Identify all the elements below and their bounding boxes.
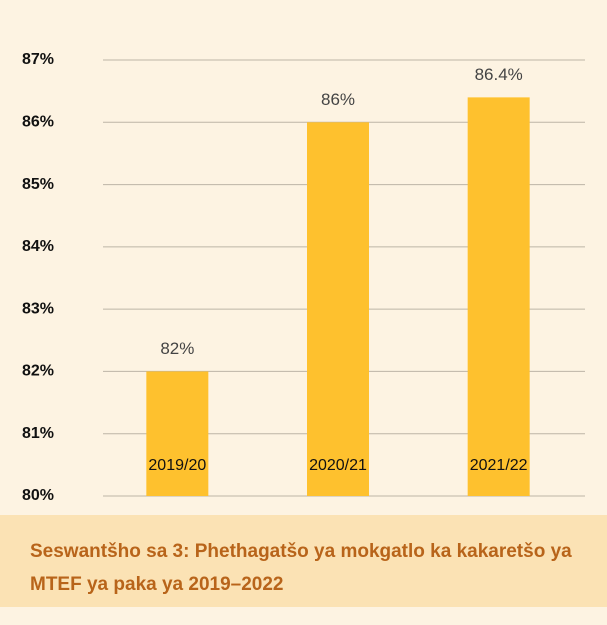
x-tick-label: 2020/21 — [309, 457, 367, 474]
data-label: 86% — [321, 90, 355, 109]
y-tick-label: 80% — [22, 487, 54, 504]
y-tick-label: 84% — [22, 238, 54, 255]
bar — [467, 97, 530, 496]
chart-caption: Seswantšho sa 3: Phethagatšo ya mokgatlo… — [0, 515, 607, 607]
x-tick-label: 2019/20 — [148, 457, 206, 474]
bar — [146, 371, 209, 496]
y-tick-label: 85% — [22, 176, 54, 193]
data-label: 86.4% — [475, 65, 523, 84]
y-tick-label: 83% — [22, 300, 54, 317]
chart: 80% 81% 82% 83% 84% 85% 86% 87% 82% 2019/20 86% 202… — [22, 51, 585, 504]
data-label: 82% — [160, 339, 194, 358]
y-tick-label: 87% — [22, 51, 54, 68]
y-tick-label: 81% — [22, 425, 54, 442]
y-tick-label: 86% — [22, 114, 54, 131]
bar — [307, 122, 369, 497]
y-tick-label: 82% — [22, 363, 54, 380]
x-tick-label: 2021/22 — [470, 457, 528, 474]
